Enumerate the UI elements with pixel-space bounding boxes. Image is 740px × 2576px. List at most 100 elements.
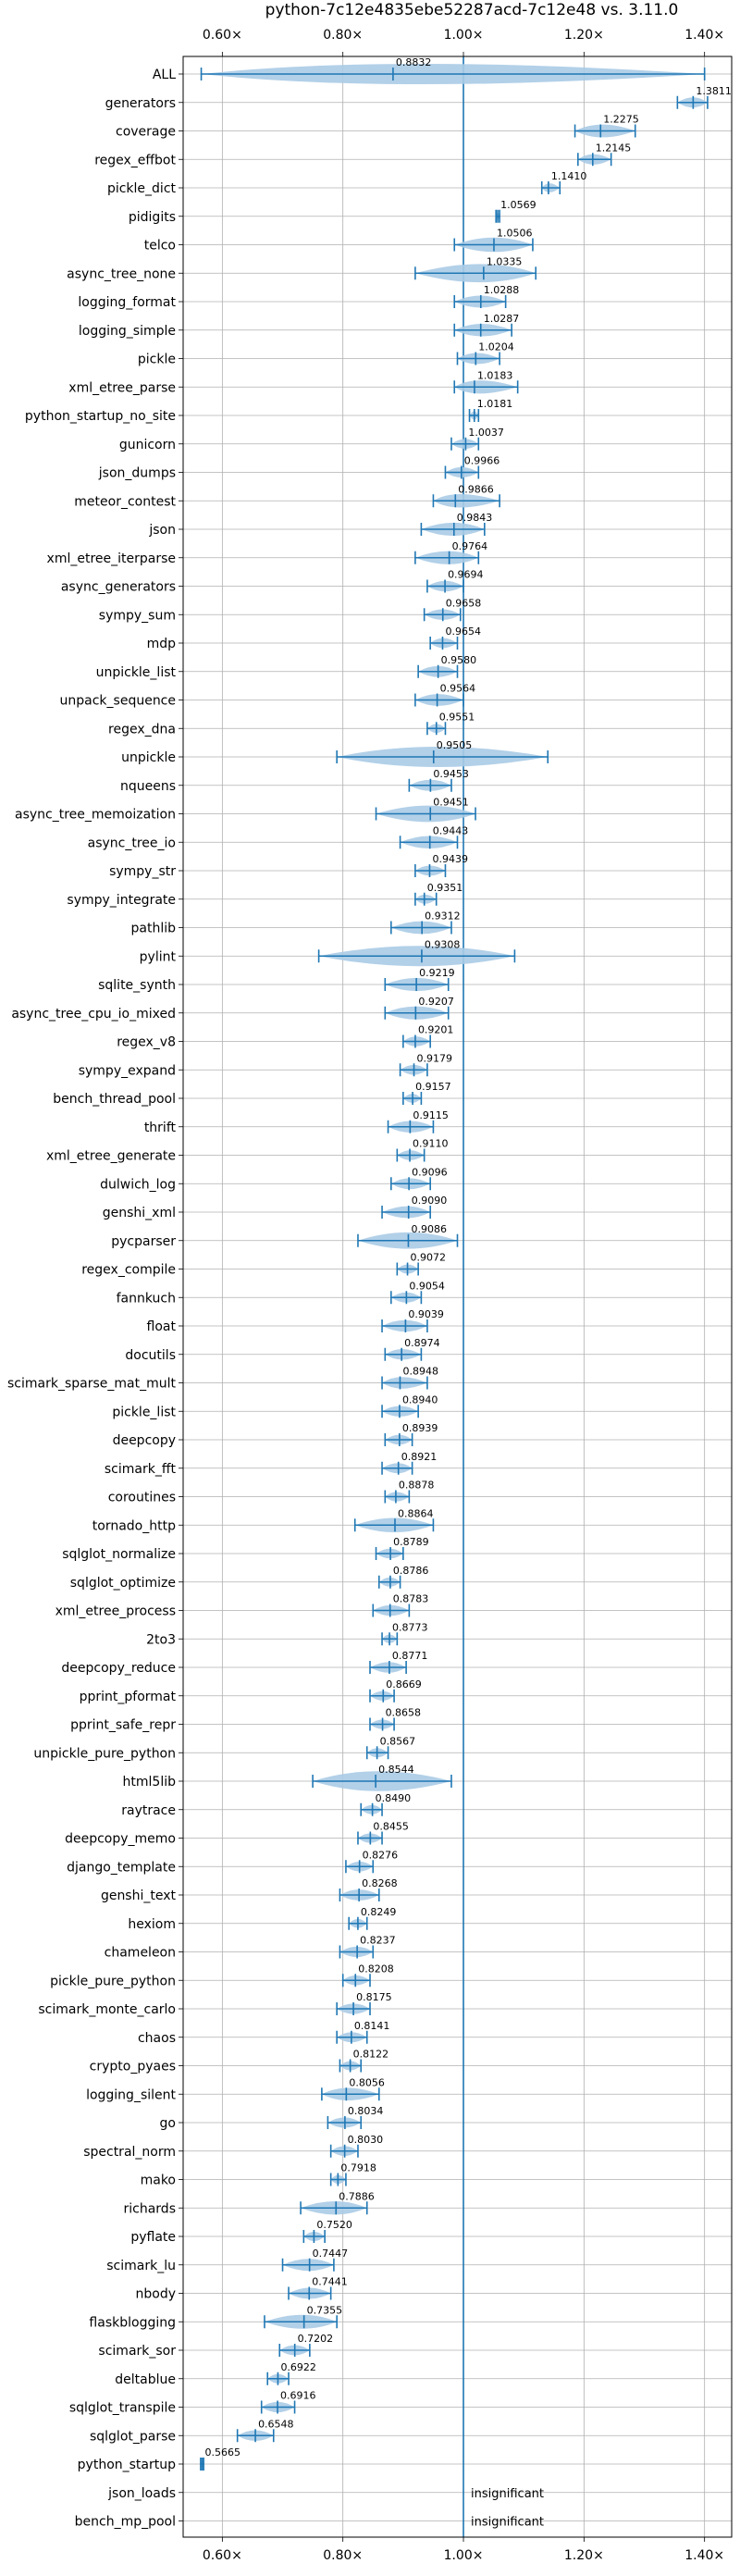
value-label: 0.9039	[408, 1308, 444, 1320]
value-label: 1.0037	[468, 427, 504, 439]
y-tick-label: ALL	[153, 68, 176, 82]
y-tick-label: async_tree_io	[88, 836, 176, 850]
label-layer: 0.8832 1.3811 1.2275 1.2145 1.1410 1.0569 1.05…	[205, 56, 732, 2530]
axis-layer: 0.60× 0.60× 0.80× 0.80× 1.00× 1.00× 1.20× 1.20×…	[7, 28, 724, 2563]
y-tick-label: pickle	[138, 353, 176, 367]
y-tick-label: scimark_sparse_mat_mult	[7, 1377, 176, 1392]
value-label: 1.0181	[477, 398, 513, 410]
value-label: 0.8490	[376, 1792, 412, 1804]
value-label: 0.9054	[409, 1280, 445, 1292]
y-tick-label: pprint_pformat	[80, 1690, 177, 1704]
y-tick-label: pprint_safe_repr	[70, 1718, 176, 1733]
y-tick-label: docutils	[125, 1348, 176, 1363]
value-label: 0.8268	[362, 1877, 398, 1889]
value-label: 1.0569	[500, 199, 536, 211]
y-tick-label: mdp	[147, 637, 177, 651]
y-tick-label: unpickle_list	[96, 665, 177, 680]
value-label: 0.9219	[419, 967, 455, 979]
value-label: 0.9451	[433, 797, 469, 809]
value-label: 0.8773	[392, 1621, 428, 1633]
value-label: 0.8237	[360, 1935, 396, 1947]
x-tick-label-bottom: 0.80×	[323, 2548, 363, 2563]
value-label: 1.0335	[487, 255, 523, 267]
x-tick-label-bottom: 1.40×	[684, 2548, 724, 2563]
value-label: 0.6922	[280, 2361, 316, 2373]
y-tick-label: generators	[105, 96, 176, 111]
y-tick-label: gunicorn	[119, 438, 176, 452]
y-tick-label: pickle_list	[112, 1405, 176, 1419]
y-tick-label: async_tree_none	[67, 266, 176, 281]
y-tick-label: scimark_sor	[98, 2344, 176, 2359]
value-label: 0.9086	[411, 1223, 447, 1235]
y-tick-label: deepcopy_memo	[65, 1832, 176, 1847]
value-label: 0.8864	[398, 1507, 434, 1519]
x-tick-label-top: 1.00×	[444, 28, 484, 43]
value-label: 0.9564	[440, 683, 476, 695]
y-tick-label: pylint	[140, 949, 177, 964]
y-tick-label: html5lib	[123, 1775, 177, 1790]
value-label: 0.7202	[298, 2333, 334, 2345]
y-tick-label: spectral_norm	[83, 2145, 176, 2160]
y-tick-label: tornado_http	[92, 1518, 176, 1533]
value-label: 0.9308	[425, 938, 461, 950]
y-tick-label: regex_v8	[117, 1035, 176, 1050]
value-label: 0.9453	[433, 768, 469, 780]
y-tick-label: coverage	[116, 125, 176, 140]
y-tick-label: pathlib	[131, 922, 177, 936]
value-label: 0.8974	[404, 1337, 440, 1349]
y-tick-label: genshi_text	[101, 1889, 177, 1903]
value-label: 0.9157	[415, 1081, 451, 1093]
y-tick-label: dulwich_log	[100, 1177, 176, 1192]
value-label: 0.9351	[427, 882, 463, 894]
value-label: 0.9179	[417, 1052, 453, 1064]
value-label: 1.0287	[484, 313, 520, 325]
y-tick-label: sqlite_synth	[98, 978, 176, 993]
y-tick-label: nqueens	[120, 779, 176, 794]
value-label: 0.9115	[413, 1109, 449, 1121]
y-tick-label: richards	[124, 2201, 177, 2216]
value-label: 0.8921	[401, 1451, 438, 1463]
x-tick-label-top: 1.40×	[684, 28, 724, 43]
value-label: 1.3811	[696, 85, 732, 97]
value-label: 0.8567	[380, 1735, 416, 1747]
y-tick-label: regex_dna	[108, 722, 176, 737]
y-tick-label: pyflate	[130, 2230, 176, 2245]
value-label: 0.9658	[446, 597, 482, 609]
value-label: 0.9694	[448, 569, 484, 581]
y-tick-label: deepcopy	[113, 1433, 176, 1448]
y-tick-label: pickle_dict	[107, 181, 177, 196]
y-tick-label: thrift	[144, 1121, 177, 1135]
y-tick-label: unpickle	[121, 750, 176, 765]
value-label: 0.6916	[280, 2390, 316, 2402]
y-tick-label: django_template	[67, 1860, 176, 1875]
value-label: 0.8669	[386, 1678, 422, 1690]
x-tick-label-top: 0.80×	[323, 28, 363, 43]
value-label: 1.0204	[478, 341, 514, 353]
y-tick-label: python_startup_no_site	[25, 409, 176, 424]
y-tick-label: sympy_expand	[79, 1063, 176, 1078]
value-label: 1.0183	[477, 369, 513, 381]
value-label: 0.9866	[458, 483, 494, 495]
y-tick-label: logging_silent	[86, 2087, 176, 2102]
value-label: 0.8940	[402, 1393, 438, 1406]
value-label: 0.9439	[432, 853, 468, 865]
value-label: 1.0288	[484, 284, 520, 296]
value-label: 1.1410	[551, 170, 587, 182]
value-label: 0.8948	[402, 1366, 438, 1378]
y-tick-label: async_tree_memoization	[15, 808, 176, 823]
y-tick-label: meteor_contest	[74, 494, 176, 509]
value-label: 0.8789	[393, 1536, 429, 1548]
x-tick-label-bottom: 1.20×	[564, 2548, 604, 2563]
errorbar-layer	[200, 68, 709, 2471]
grid-layer	[183, 56, 732, 2537]
y-tick-label: json_dumps	[98, 466, 176, 481]
y-tick-label: regex_compile	[81, 1263, 176, 1278]
value-label: 0.8249	[361, 1906, 397, 1918]
y-tick-label: crypto_pyaes	[90, 2060, 176, 2074]
y-tick-label: async_generators	[61, 580, 176, 595]
y-tick-label: telco	[144, 239, 176, 254]
value-label: 0.8208	[358, 1963, 394, 1975]
value-label: 0.7355	[307, 2304, 343, 2316]
value-label: 1.2145	[596, 142, 632, 154]
y-tick-label: chameleon	[105, 1946, 176, 1961]
